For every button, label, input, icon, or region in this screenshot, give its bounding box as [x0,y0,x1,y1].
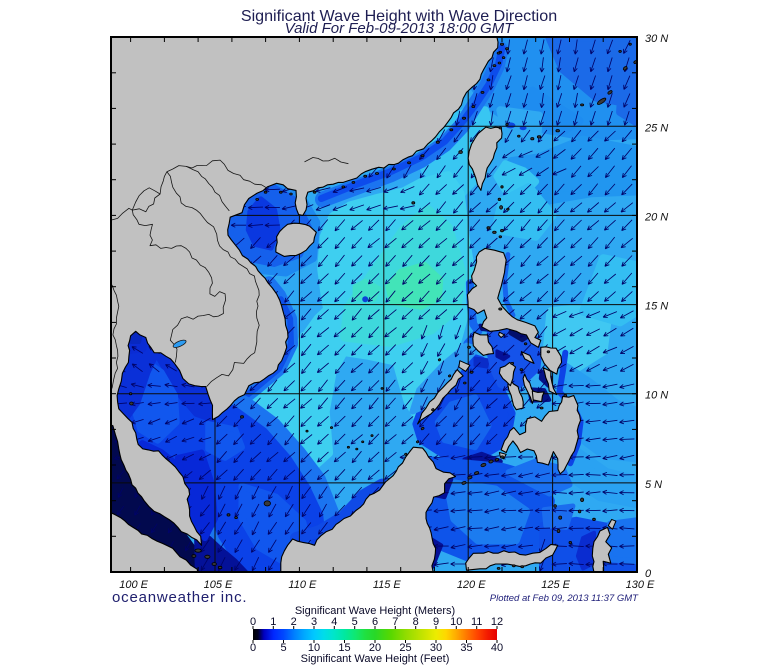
svg-text:15: 15 [338,642,350,654]
svg-text:0: 0 [645,568,652,580]
svg-text:8: 8 [413,616,419,628]
svg-text:5: 5 [352,616,358,628]
svg-text:4: 4 [331,616,337,628]
svg-text:110 E: 110 E [288,579,317,591]
svg-text:Significant Wave Height (Meter: Significant Wave Height (Meters) [295,605,455,617]
svg-text:3: 3 [311,616,317,628]
svg-text:115 E: 115 E [373,579,402,591]
svg-text:1: 1 [270,616,276,628]
svg-text:10: 10 [308,642,320,654]
svg-text:10: 10 [450,616,462,628]
svg-text:30 N: 30 N [645,33,668,45]
svg-text:25 N: 25 N [644,122,668,134]
svg-text:20 N: 20 N [644,211,668,223]
svg-text:0: 0 [250,616,256,628]
svg-text:10 N: 10 N [645,390,668,402]
svg-text:Valid For Feb-09-2013 18:00 GM: Valid For Feb-09-2013 18:00 GMT [285,20,516,37]
svg-text:6: 6 [372,616,378,628]
svg-text:9: 9 [433,616,439,628]
svg-text:Plotted at Feb 09, 2013 11:37: Plotted at Feb 09, 2013 11:37 GMT [490,593,639,604]
svg-text:100 E: 100 E [119,579,148,591]
svg-text:25: 25 [399,642,411,654]
svg-text:20: 20 [369,642,381,654]
svg-text:5 N: 5 N [645,479,662,491]
svg-text:12: 12 [491,616,503,628]
svg-text:15 N: 15 N [645,301,668,313]
svg-text:Significant Wave Height (Feet): Significant Wave Height (Feet) [301,653,450,665]
svg-text:35: 35 [460,642,472,654]
svg-text:105 E: 105 E [204,579,233,591]
svg-text:130 E: 130 E [626,579,655,591]
svg-text:7: 7 [392,616,398,628]
svg-text:2: 2 [291,616,297,628]
svg-text:40: 40 [491,642,503,654]
svg-text:125 E: 125 E [541,579,570,591]
svg-text:30: 30 [430,642,442,654]
svg-text:oceanweather inc.: oceanweather inc. [112,589,247,606]
svg-text:Significant Wave Height with W: Significant Wave Height with Wave Direct… [241,7,557,25]
svg-text:11: 11 [471,616,482,628]
svg-text:5: 5 [280,642,286,654]
svg-text:120 E: 120 E [457,579,486,591]
svg-text:0: 0 [250,642,256,654]
